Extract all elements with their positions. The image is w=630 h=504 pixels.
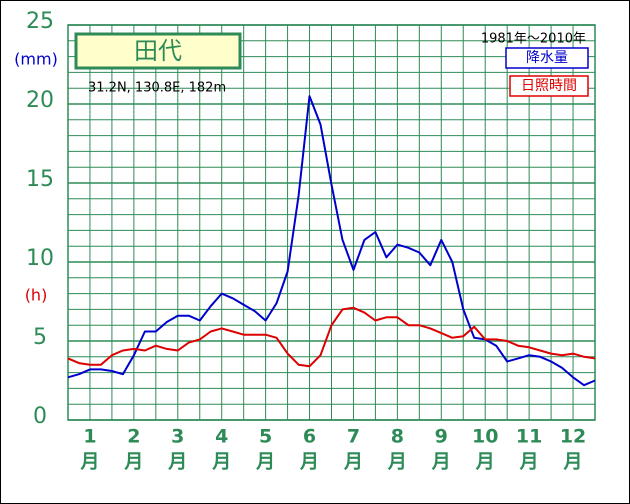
y-tick-label: 20 bbox=[26, 88, 54, 113]
x-tick-label: 8 bbox=[391, 426, 404, 448]
y-tick-label: 0 bbox=[33, 404, 47, 429]
legend-box bbox=[509, 75, 589, 97]
x-tick-unit: 月 bbox=[475, 451, 495, 473]
y-tick-label: 5 bbox=[33, 325, 47, 350]
lines bbox=[67, 95, 596, 387]
x-tick-label: 11 bbox=[516, 426, 542, 448]
x-tick-label: 2 bbox=[127, 426, 140, 448]
series-line bbox=[67, 95, 596, 387]
x-tick-unit: 月 bbox=[431, 451, 451, 473]
subtitle: 31.2N, 130.8E, 182m bbox=[88, 81, 226, 96]
x-tick-unit: 月 bbox=[79, 451, 99, 473]
period: 1981年～2010年 bbox=[481, 32, 586, 47]
legend-label: 降水量 bbox=[526, 50, 568, 66]
x-tick-unit: 月 bbox=[387, 451, 407, 473]
x-tick-label: 10 bbox=[472, 426, 498, 448]
x-tick-unit: 月 bbox=[211, 451, 231, 473]
y-tick-label: 10 bbox=[26, 246, 54, 271]
y-axis-label: (mm) bbox=[14, 50, 58, 69]
x-tick-label: 9 bbox=[435, 426, 448, 448]
x-tick-label: 5 bbox=[259, 426, 272, 448]
y-tick-label: 25 bbox=[26, 9, 54, 34]
y2-axis-label: (h) bbox=[25, 286, 48, 305]
x-tick-unit: 月 bbox=[255, 451, 275, 473]
x-tick-label: 1 bbox=[83, 426, 96, 448]
legend-label: 日照時間 bbox=[521, 78, 577, 94]
x-tick-label: 3 bbox=[171, 426, 184, 448]
x-tick-unit: 月 bbox=[519, 451, 539, 473]
x-tick-label: 7 bbox=[347, 426, 360, 448]
x-tick-label: 6 bbox=[303, 426, 316, 448]
x-tick-label: 12 bbox=[560, 426, 586, 448]
chart-title: 田代 bbox=[134, 37, 182, 65]
title-box bbox=[74, 32, 242, 70]
x-tick-unit: 月 bbox=[299, 451, 319, 473]
x-tick-unit: 月 bbox=[563, 451, 583, 473]
legend-box bbox=[505, 47, 589, 69]
x-tick-unit: 月 bbox=[123, 451, 143, 473]
y-tick-label: 15 bbox=[26, 167, 54, 192]
x-tick-label: 4 bbox=[215, 426, 228, 448]
x-tick-unit: 月 bbox=[167, 451, 187, 473]
x-tick-unit: 月 bbox=[343, 451, 363, 473]
series-line bbox=[67, 306, 596, 368]
